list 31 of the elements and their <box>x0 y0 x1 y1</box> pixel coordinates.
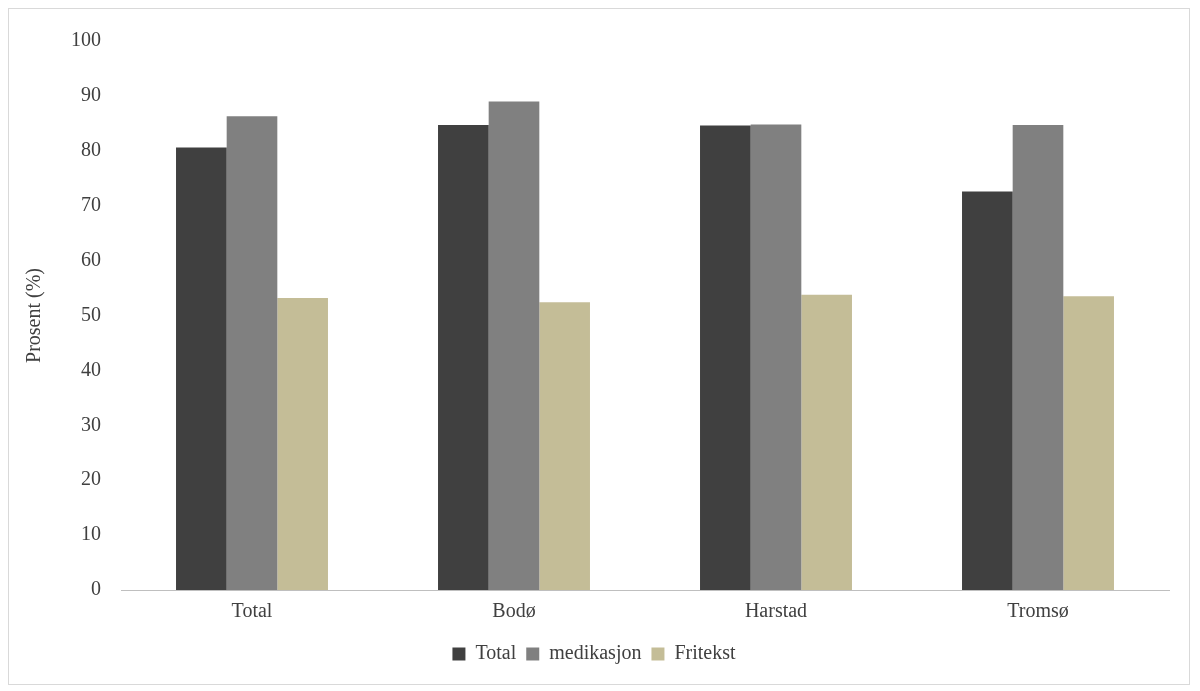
y-tick-label: 70 <box>81 192 101 215</box>
y-tick-label: 10 <box>81 522 101 545</box>
bar <box>1012 125 1064 590</box>
y-tick-label: 30 <box>81 412 101 435</box>
y-tick-label: 80 <box>81 138 101 161</box>
y-tick-label: 20 <box>81 467 101 490</box>
bar <box>438 125 489 590</box>
bar <box>277 297 328 590</box>
bar <box>1063 296 1114 590</box>
x-tick-label: Tromsø <box>1007 599 1069 622</box>
bar <box>750 124 802 590</box>
y-axis-title: Prosent (%) <box>22 268 46 363</box>
legend-label: medikasjon <box>549 641 642 665</box>
y-tick-label: 40 <box>81 357 101 380</box>
x-tick-label: Bodø <box>492 599 536 622</box>
y-tick-label: 0 <box>91 577 101 600</box>
y-tick-label: 60 <box>81 247 101 270</box>
legend-label: Total <box>475 641 517 664</box>
x-tick-label: Total <box>231 599 273 622</box>
bar <box>539 302 590 590</box>
y-tick-label: 50 <box>81 302 101 325</box>
bar <box>801 294 852 590</box>
x-tick-label: Harstad <box>744 599 808 622</box>
legend-label: Fritekst <box>674 641 737 664</box>
y-tick-label: 100 <box>71 28 101 51</box>
bar <box>488 101 540 590</box>
bar <box>226 116 278 590</box>
bar <box>700 125 751 590</box>
bar <box>962 191 1013 590</box>
y-tick-label: 90 <box>81 83 101 106</box>
bar <box>176 147 227 590</box>
